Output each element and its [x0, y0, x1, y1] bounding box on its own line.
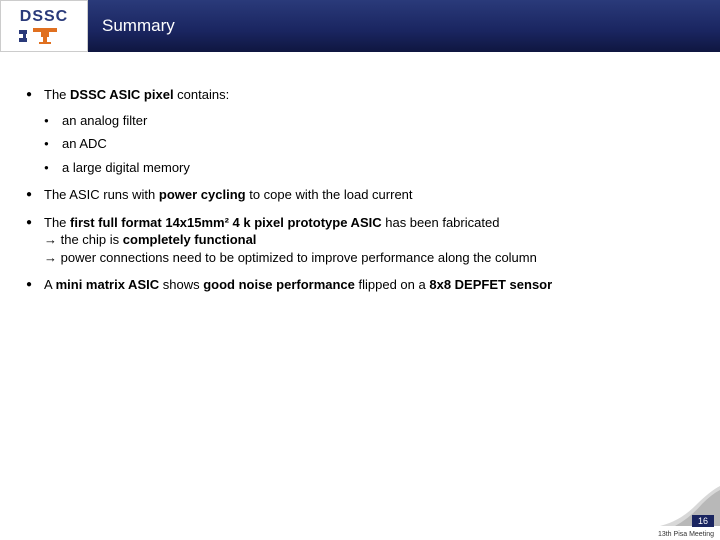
footer-meeting-text: 13th Pisa Meeting	[658, 531, 714, 538]
sub-bullet-item: an analog filter	[44, 112, 694, 130]
text-run: DSSC ASIC pixel	[70, 87, 177, 102]
text-run: The	[44, 87, 70, 102]
text-run: a large digital memory	[62, 160, 190, 175]
continuation-line: the chip is completely functional	[44, 231, 694, 249]
bullet-item: The DSSC ASIC pixel contains: an analog f…	[26, 86, 694, 176]
text-run: flipped on a	[359, 277, 430, 292]
bullet-list: The DSSC ASIC pixel contains: an analog f…	[26, 86, 694, 294]
text-run: The ASIC runs with	[44, 187, 159, 202]
text-run: contains:	[177, 87, 229, 102]
bullet-item: The ASIC runs with power cycling to cope…	[26, 186, 694, 204]
logo-text: DSSC	[20, 8, 68, 26]
text-run: power cycling	[159, 187, 249, 202]
text-run: good noise performance	[203, 277, 358, 292]
slide-footer: 16 13th Pisa Meeting	[0, 512, 720, 540]
text-run: A	[44, 277, 56, 292]
text-run: completely functional	[123, 232, 257, 247]
slide-content: The DSSC ASIC pixel contains: an analog f…	[0, 52, 720, 294]
text-run: 8x8 DEPFET sensor	[429, 277, 552, 292]
bullet-item: The first full format 14x15mm² 4 k pixel…	[26, 214, 694, 267]
continuation-line: power connections need to be optimized t…	[44, 249, 694, 267]
page-number: 16	[692, 515, 714, 527]
logo: DSSC	[0, 0, 88, 52]
text-run: mini matrix ASIC	[56, 277, 163, 292]
text-run: an analog filter	[62, 113, 147, 128]
text-run: to cope with the load current	[249, 187, 412, 202]
text-run: shows	[163, 277, 203, 292]
text-run: the chip is	[61, 232, 123, 247]
sub-bullet-item: an ADC	[44, 135, 694, 153]
bullet-item: A mini matrix ASIC shows good noise perf…	[26, 276, 694, 294]
slide-title: Summary	[102, 16, 175, 36]
text-run: first full format 14x15mm² 4 k pixel pro…	[70, 215, 385, 230]
text-run: The	[44, 215, 70, 230]
text-run: an ADC	[62, 136, 107, 151]
logo-icon	[19, 28, 69, 44]
sub-bullet-list: an analog filter an ADC a large digital me…	[44, 112, 694, 177]
sub-bullet-item: a large digital memory	[44, 159, 694, 177]
text-run: power connections need to be optimized t…	[61, 250, 537, 265]
text-run: has been fabricated	[385, 215, 499, 230]
slide-header: DSSC Summary	[0, 0, 720, 52]
